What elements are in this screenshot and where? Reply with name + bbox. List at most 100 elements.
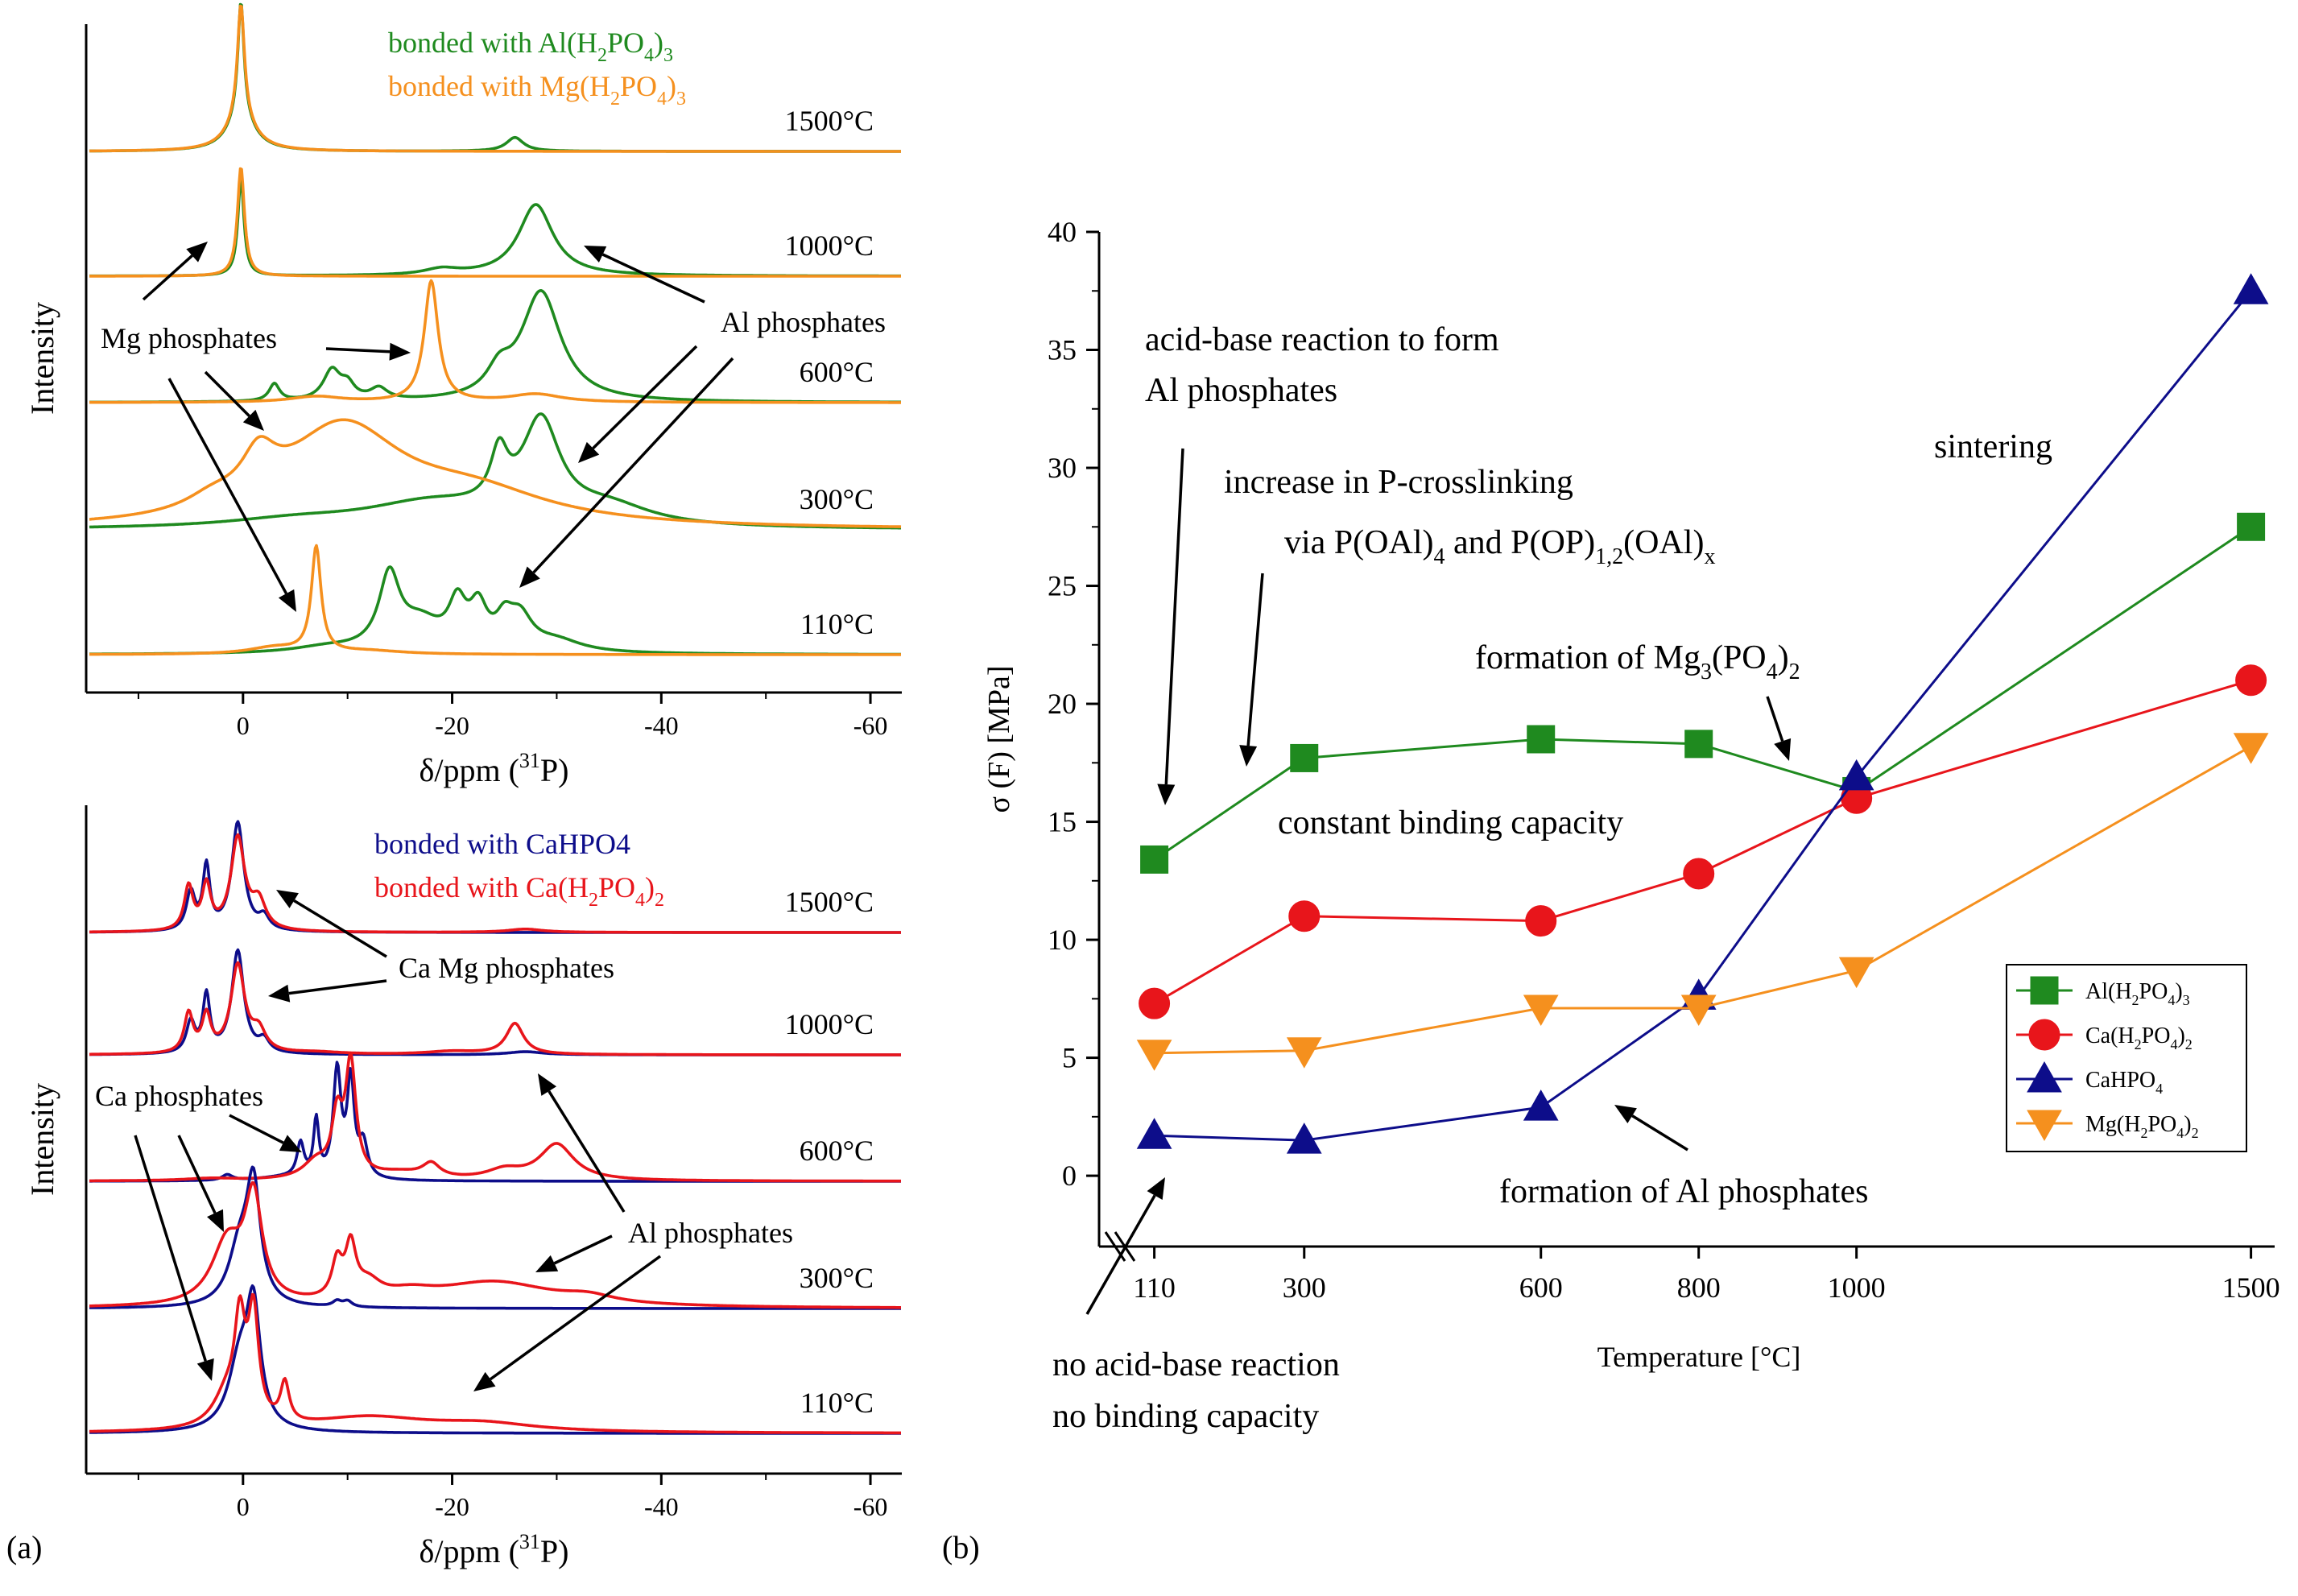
data-point-cah2po42	[1683, 858, 1715, 890]
annotation-al-phosphates: Al phosphates	[628, 1217, 793, 1249]
x-tick-label: 300	[1283, 1271, 1326, 1304]
data-point-cahpo4	[1136, 1118, 1172, 1149]
panel-a-top-spectra: 0 -20 -40 -60 δ/ppm (31P) Intensity 1500°C 1000…	[24, 2, 902, 788]
legend-label-cah2po42: Ca(H2PO4)2	[2085, 1023, 2193, 1052]
series-cahpo4	[1136, 273, 2269, 1154]
x-tick-label: 110	[1133, 1271, 1176, 1304]
data-point-mgh2po42	[1136, 1040, 1172, 1071]
data-point-cahpo4	[1838, 759, 1874, 791]
data-point-alh2po43	[1290, 743, 1319, 772]
data-point-cahpo4	[2233, 273, 2269, 304]
data-point-mgh2po42	[1680, 994, 1717, 1027]
x-axis-title: δ/ppm (31P)	[420, 1530, 569, 1569]
spectrum-cah2po42-1500c	[89, 833, 902, 934]
ca-mg-phosphates-arrow	[276, 890, 387, 958]
legend-marker-mgh2po42	[2027, 1110, 2062, 1142]
data-point-mgh2po42	[1523, 994, 1559, 1027]
temperature-label: 600°C	[800, 1135, 874, 1167]
data-point-alh2po43	[1527, 725, 1556, 754]
data-point-cahpo4	[1523, 1089, 1559, 1121]
legend-label-cahpo4: CaHPO4	[2085, 1068, 2163, 1097]
y-axis-title: Intensity	[24, 302, 60, 415]
spectrum-alh2po43-110c	[89, 565, 902, 656]
temperature-label: 300°C	[800, 1262, 874, 1294]
panel-a-label: (a)	[6, 1529, 42, 1565]
y-tick-label: 30	[1048, 452, 1077, 484]
ca-phosphates-arrow	[177, 1135, 224, 1232]
legend-marker-alh2po43	[2030, 976, 2059, 1005]
y-tick-label: 25	[1048, 570, 1077, 602]
data-point-cah2po42	[1525, 905, 1557, 937]
series-line-cahpo4	[1154, 290, 2252, 1142]
y-axis-title: σ (F) [MPa]	[982, 665, 1016, 812]
annotation-formation-al-phosphates: formation of Al phosphates	[1499, 1173, 1868, 1210]
annotation-ca-phosphates: Ca phosphates	[95, 1080, 263, 1112]
annotation-arrow	[1766, 696, 1792, 761]
temperature-label: 1500°C	[785, 886, 874, 918]
data-point-cah2po42	[1139, 987, 1171, 1019]
al-phosphates-arrow	[538, 1073, 626, 1213]
data-point-alh2po43	[2237, 512, 2266, 541]
temperature-label: 110°C	[800, 608, 874, 640]
x-tick-label: 800	[1677, 1271, 1721, 1304]
y-tick-label: 0	[1062, 1160, 1077, 1192]
series-mgh2po42	[1136, 733, 2269, 1071]
spectrum-mgh2po43-1000c	[89, 167, 902, 278]
data-point-cahpo4	[1286, 1123, 1322, 1154]
legend-entry: bonded with Mg(H2PO4)3	[388, 70, 686, 110]
x-axis-title: δ/ppm (31P)	[420, 749, 569, 788]
data-point-mgh2po42	[1286, 1037, 1322, 1069]
temperature-label: 1000°C	[785, 1008, 874, 1040]
annotation-acid-base-1: acid-base reaction to form	[1145, 321, 1499, 358]
x-tick-label: 600	[1519, 1271, 1563, 1304]
temperature-label: 110°C	[800, 1387, 874, 1419]
spectrum-cah2po42-1000c	[89, 961, 902, 1056]
x-tick-label: 0	[237, 1492, 250, 1521]
annotation-acid-base-2: Al phosphates	[1145, 372, 1337, 409]
data-point-alh2po43	[1140, 845, 1169, 874]
x-tick-label: -60	[853, 711, 888, 740]
ca-phosphates-arrow	[134, 1135, 214, 1381]
mg-phosphates-arrow	[204, 370, 264, 431]
y-tick-label: 10	[1048, 924, 1077, 956]
panel-b-strength-chart: 0 5 10 15 20 25 30 35 40 110 300 600 800 1000 1500 Temp…	[982, 216, 2280, 1435]
temperature-label: 600°C	[800, 356, 874, 388]
data-point-mgh2po42	[1838, 957, 1874, 989]
annotation-mg-phosphates: Mg phosphates	[101, 322, 277, 354]
legend-entry: bonded with Ca(H2PO4)2	[374, 871, 664, 911]
legend-marker-cah2po42	[2028, 1019, 2060, 1051]
annotation-al-phosphates: Al phosphates	[721, 306, 886, 338]
legend-entry: bonded with CaHPO4	[374, 828, 630, 860]
spectrum-mgh2po43-600c	[89, 279, 902, 404]
data-point-alh2po43	[1684, 730, 1713, 759]
series-line-cah2po42	[1153, 679, 2252, 1005]
al-phosphates-arrow	[578, 345, 698, 463]
legend-label-mgh2po42: Mg(H2PO4)2	[2085, 1112, 2199, 1141]
y-tick-label: 35	[1048, 334, 1077, 366]
data-point-cah2po42	[1288, 900, 1321, 932]
x-tick-label: -40	[644, 711, 679, 740]
mg-phosphates-arrow	[167, 378, 296, 612]
spectrum-alh2po43-1000c	[89, 179, 902, 278]
spectrum-cah2po42-110c	[89, 1292, 902, 1435]
al-phosphates-arrow	[519, 357, 734, 588]
temperature-label: 1500°C	[785, 105, 874, 137]
legend-marker-cahpo4	[2027, 1061, 2062, 1093]
panel-b-label: (b)	[942, 1529, 980, 1565]
annotation-no-acid-base: no acid-base reaction	[1052, 1346, 1340, 1383]
legend-label-alh2po43: Al(H2PO4)3	[2085, 979, 2190, 1008]
al-phosphates-arrow	[584, 246, 705, 304]
temperature-label: 1000°C	[785, 229, 874, 262]
legend-entry: bonded with Al(H2PO4)3	[388, 27, 673, 66]
y-tick-label: 20	[1048, 688, 1077, 720]
annotation-mg3po42: formation of Mg3(PO4)2	[1475, 639, 1800, 684]
ca-phosphates-arrow	[229, 1114, 302, 1152]
spectrum-cahpo4-300c	[89, 1165, 902, 1310]
spectrum-mgh2po43-1500c	[89, 4, 902, 153]
annotation-constant-binding: constant binding capacity	[1278, 804, 1623, 841]
x-tick-label: 0	[237, 711, 250, 740]
annotation-arrow	[1614, 1105, 1688, 1152]
x-tick-label: -60	[853, 1492, 888, 1521]
spectrum-alh2po43-300c	[89, 412, 902, 530]
